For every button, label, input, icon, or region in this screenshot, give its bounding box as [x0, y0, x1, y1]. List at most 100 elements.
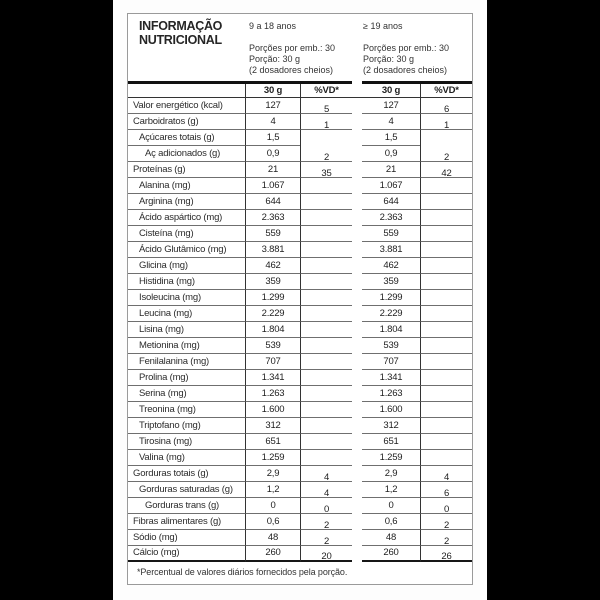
table-row: Sódio (mg) 48 2 48 2: [128, 529, 472, 546]
table-row: Lisina (mg) 1.804 1.804: [128, 321, 472, 338]
nutrient-label: Prolina (mg): [128, 370, 245, 386]
table-row: Treonina (mg) 1.600 1.600: [128, 401, 472, 418]
vd-9-18: [300, 241, 352, 258]
header-rule-right: [362, 81, 472, 84]
vd-9-18: [300, 225, 352, 242]
nutrient-label: Lisina (mg): [128, 322, 245, 338]
group-gap: [352, 402, 362, 418]
vd-19plus: [420, 177, 472, 194]
column-header-vd-19plus: %VD*: [420, 83, 472, 98]
vd-9-18: [300, 305, 352, 322]
amount-19plus: 2,9: [362, 466, 420, 482]
nutrient-label: Glicina (mg): [128, 258, 245, 274]
amount-9-18: 1.804: [245, 321, 300, 338]
group-header-19plus: ≥ 19 anos Porções por emb.: 30 Porção: 3…: [363, 21, 449, 76]
amount-19plus: 707: [362, 354, 420, 370]
group-gap: [352, 370, 362, 386]
nutrient-label: Aç adicionados (g): [128, 146, 245, 162]
amount-9-18: 127: [245, 97, 300, 114]
scoops-note-9-18: (2 dosadores cheios): [249, 65, 334, 75]
amount-9-18: 359: [245, 273, 300, 290]
table-row: Arginina (mg) 644 644: [128, 193, 472, 210]
nutrient-label: Histidina (mg): [128, 274, 245, 290]
amount-9-18: 644: [245, 193, 300, 210]
group-gap: [352, 146, 362, 162]
group-gap: [352, 434, 362, 450]
amount-19plus: 651: [362, 434, 420, 450]
group-gap: [352, 258, 362, 274]
amount-9-18: 1.341: [245, 369, 300, 386]
vd-9-18: 1: [300, 113, 352, 130]
group-gap: [352, 130, 362, 146]
nutrient-label: Treonina (mg): [128, 402, 245, 418]
group-gap: [352, 226, 362, 242]
vd-19plus: [420, 449, 472, 466]
servings-per-pack-9-18: Porções por emb.: 30: [249, 43, 336, 53]
table-row: Alanina (mg) 1.067 1.067: [128, 177, 472, 194]
vd-9-18: 35: [300, 161, 352, 178]
vd-9-18: [300, 257, 352, 274]
amount-9-18: 1,2: [245, 481, 300, 498]
amount-19plus: 48: [362, 530, 420, 546]
table-row: Fenilalanina (mg) 707 707: [128, 353, 472, 370]
amount-9-18: 3.881: [245, 241, 300, 258]
vd-9-18: [300, 353, 352, 370]
amount-19plus: 1.341: [362, 370, 420, 386]
amount-19plus: 1.600: [362, 402, 420, 418]
nutrient-label: Cisteína (mg): [128, 226, 245, 242]
amount-9-18: 2,9: [245, 465, 300, 482]
group-gap: [352, 546, 362, 562]
vd-19plus: [420, 401, 472, 418]
vd-19plus: 6: [420, 97, 472, 114]
vd-9-18: 2: [300, 529, 352, 546]
age-range-9-18: 9 a 18 anos: [249, 21, 297, 31]
vd-9-18: 2: [300, 145, 352, 162]
group-gap: [352, 290, 362, 306]
vd-19plus: [420, 369, 472, 386]
group-gap: [352, 338, 362, 354]
group-gap: [352, 450, 362, 466]
amount-19plus: 1.259: [362, 450, 420, 466]
header-rule-left: [128, 81, 352, 84]
nutrient-label: Açúcares totais (g): [128, 130, 245, 146]
amount-9-18: 0,6: [245, 513, 300, 530]
vd-9-18: 20: [300, 545, 352, 562]
amount-9-18: 559: [245, 225, 300, 242]
amount-9-18: 1.600: [245, 401, 300, 418]
table-row: Triptofano (mg) 312 312: [128, 417, 472, 434]
amount-9-18: 707: [245, 353, 300, 370]
column-header-vd-9-18: %VD*: [300, 83, 352, 98]
vd-9-18: 0: [300, 497, 352, 514]
amount-19plus: 3.881: [362, 242, 420, 258]
nutrient-label: Carboidratos (g): [128, 114, 245, 130]
amount-9-18: 1.259: [245, 449, 300, 466]
vd-19plus: 4: [420, 465, 472, 482]
table-row: Fibras alimentares (g) 0,6 2 0,6 2: [128, 513, 472, 530]
amount-9-18: 21: [245, 161, 300, 178]
scoops-note-19plus: (2 dosadores cheios): [363, 65, 448, 75]
amount-19plus: 1.067: [362, 178, 420, 194]
amount-19plus: 4: [362, 114, 420, 130]
group-gap: [352, 514, 362, 530]
amount-19plus: 2.363: [362, 210, 420, 226]
nutrient-label: Alanina (mg): [128, 178, 245, 194]
amount-19plus: 0: [362, 498, 420, 514]
group-gap: [352, 178, 362, 194]
table-row: Aç adicionados (g) 0,9 2 0,9 2: [128, 145, 472, 162]
vd-9-18: [300, 209, 352, 226]
servings-per-pack-19plus: Porções por emb.: 30: [363, 43, 450, 53]
table-title: INFORMAÇÃO NUTRICIONAL: [139, 19, 222, 47]
amount-19plus: 127: [362, 98, 420, 114]
group-gap: [352, 530, 362, 546]
vd-header-label: %VD*: [434, 84, 459, 96]
group-gap: [352, 84, 362, 98]
vd-19plus: [420, 433, 472, 450]
nutrient-label: Fenilalanina (mg): [128, 354, 245, 370]
table-row: Ácido Glutâmico (mg) 3.881 3.881: [128, 241, 472, 258]
daily-value-footnote: *Percentual de valores diários fornecido…: [137, 567, 348, 577]
vd-9-18: 4: [300, 465, 352, 482]
amount-19plus: 260: [362, 546, 420, 562]
amount-9-18: 2.363: [245, 209, 300, 226]
group-gap: [352, 498, 362, 514]
table-row: Tirosina (mg) 651 651: [128, 433, 472, 450]
